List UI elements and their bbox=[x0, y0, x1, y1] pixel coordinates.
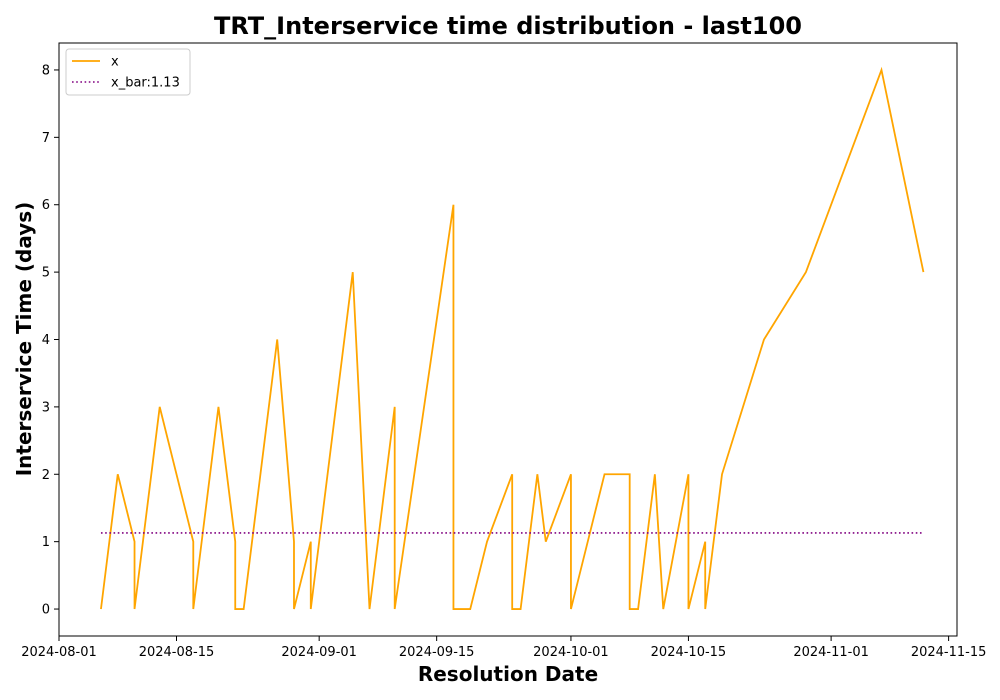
y-axis-title: Interservice Time (days) bbox=[12, 202, 36, 477]
chart-title: TRT_Interservice time distribution - las… bbox=[214, 12, 802, 40]
y-tick-label: 6 bbox=[42, 198, 50, 213]
x-tick-label: 2024-11-15 bbox=[911, 645, 987, 660]
x-tick-label: 2024-09-15 bbox=[399, 645, 475, 660]
x-tick-label: 2024-10-01 bbox=[533, 645, 609, 660]
legend: x x_bar:1.13 bbox=[65, 48, 191, 96]
series-line-x bbox=[100, 66, 925, 610]
x-axis-title: Resolution Date bbox=[418, 662, 598, 686]
legend-label: x_bar:1.13 bbox=[111, 76, 180, 91]
plot-area bbox=[58, 42, 958, 637]
y-tick-label: 0 bbox=[42, 603, 50, 618]
y-tick-label: 7 bbox=[42, 131, 50, 146]
y-tick-label: 8 bbox=[42, 63, 50, 78]
y-tick-label: 5 bbox=[42, 266, 50, 281]
legend-label: x bbox=[111, 55, 119, 70]
x-tick-label: 2024-11-01 bbox=[793, 645, 869, 660]
y-tick-label: 2 bbox=[42, 468, 50, 483]
y-axis: 0 1 2 3 4 5 6 7 8 bbox=[42, 63, 59, 618]
y-tick-label: 1 bbox=[42, 535, 50, 550]
x-tick-label: 2024-09-01 bbox=[281, 645, 357, 660]
x-axis: 2024-08-01 2024-08-15 2024-09-01 2024-09-15… bbox=[21, 636, 986, 660]
x-tick-label: 2024-08-15 bbox=[139, 645, 215, 660]
x-tick-label: 2024-10-15 bbox=[651, 645, 727, 660]
y-tick-label: 4 bbox=[42, 333, 50, 348]
x-tick-label: 2024-08-01 bbox=[21, 645, 97, 660]
y-tick-label: 3 bbox=[42, 400, 50, 415]
